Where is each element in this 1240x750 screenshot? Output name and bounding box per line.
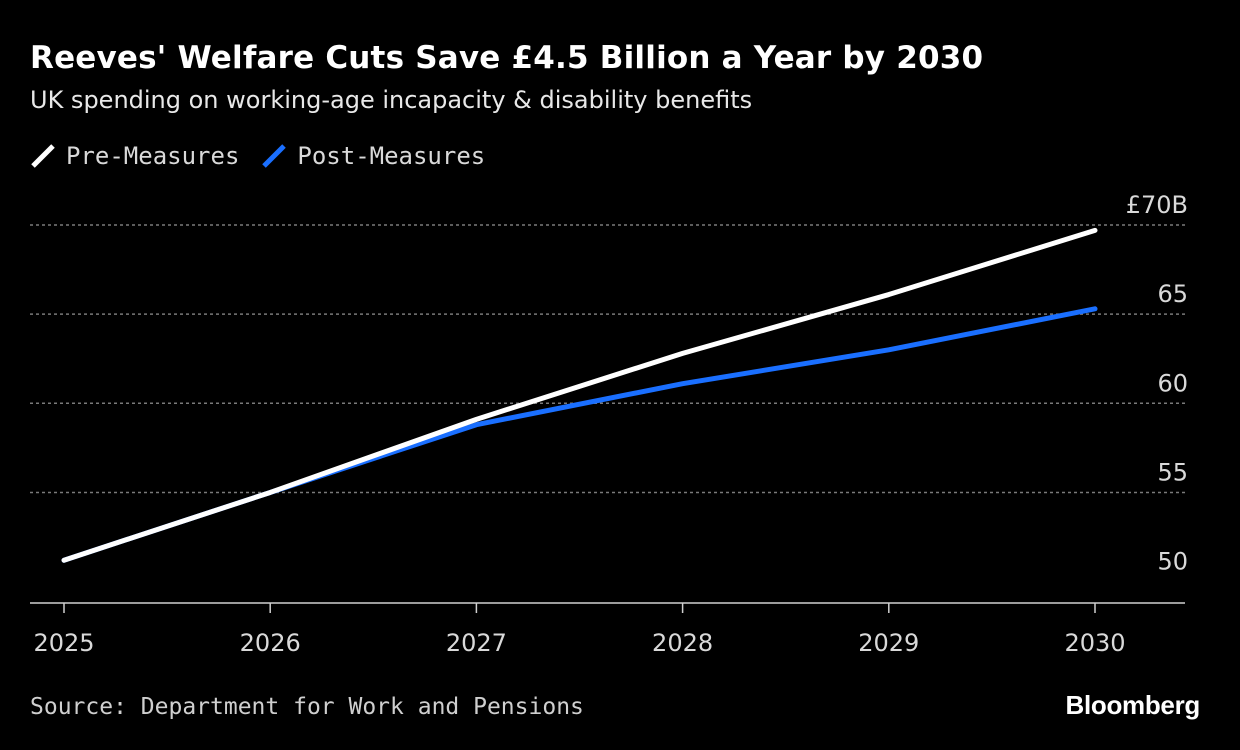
legend-label-pre-measures: Pre-Measures — [66, 142, 240, 170]
legend-item-pre-measures: Pre-Measures — [30, 142, 239, 170]
legend-label-post-measures: Post-Measures — [297, 142, 486, 170]
legend-swatch-pre-measures — [31, 144, 55, 168]
x-tick-label: 2027 — [446, 629, 507, 657]
x-tick-label: 2030 — [1064, 629, 1125, 657]
y-tick-label: 50 — [1157, 548, 1188, 576]
y-tick-label: 55 — [1157, 458, 1188, 486]
x-tick-label: 2025 — [33, 629, 94, 657]
legend-item-post-measures: Post-Measures — [261, 142, 485, 170]
x-tick-label: 2029 — [858, 629, 919, 657]
x-tick-label: 2028 — [652, 629, 713, 657]
source-note: Source: Department for Work and Pensions — [30, 694, 584, 720]
y-tick-label: 60 — [1157, 369, 1188, 397]
chart-subtitle: UK spending on working-age incapacity & … — [30, 86, 753, 114]
legend-swatch-post-measures — [262, 144, 287, 168]
legend: Pre-Measures Post-Measures — [30, 142, 507, 170]
y-tick-label: £70B — [1126, 191, 1188, 219]
bloomberg-logo: Bloomberg — [1065, 690, 1200, 720]
series-line-post-measures — [61, 306, 1098, 563]
x-tick-label: 2026 — [240, 629, 301, 657]
series-line-pre-measures — [61, 227, 1098, 563]
y-tick-label: 65 — [1157, 280, 1188, 308]
chart-title: Reeves' Welfare Cuts Save £4.5 Billion a… — [30, 40, 984, 76]
